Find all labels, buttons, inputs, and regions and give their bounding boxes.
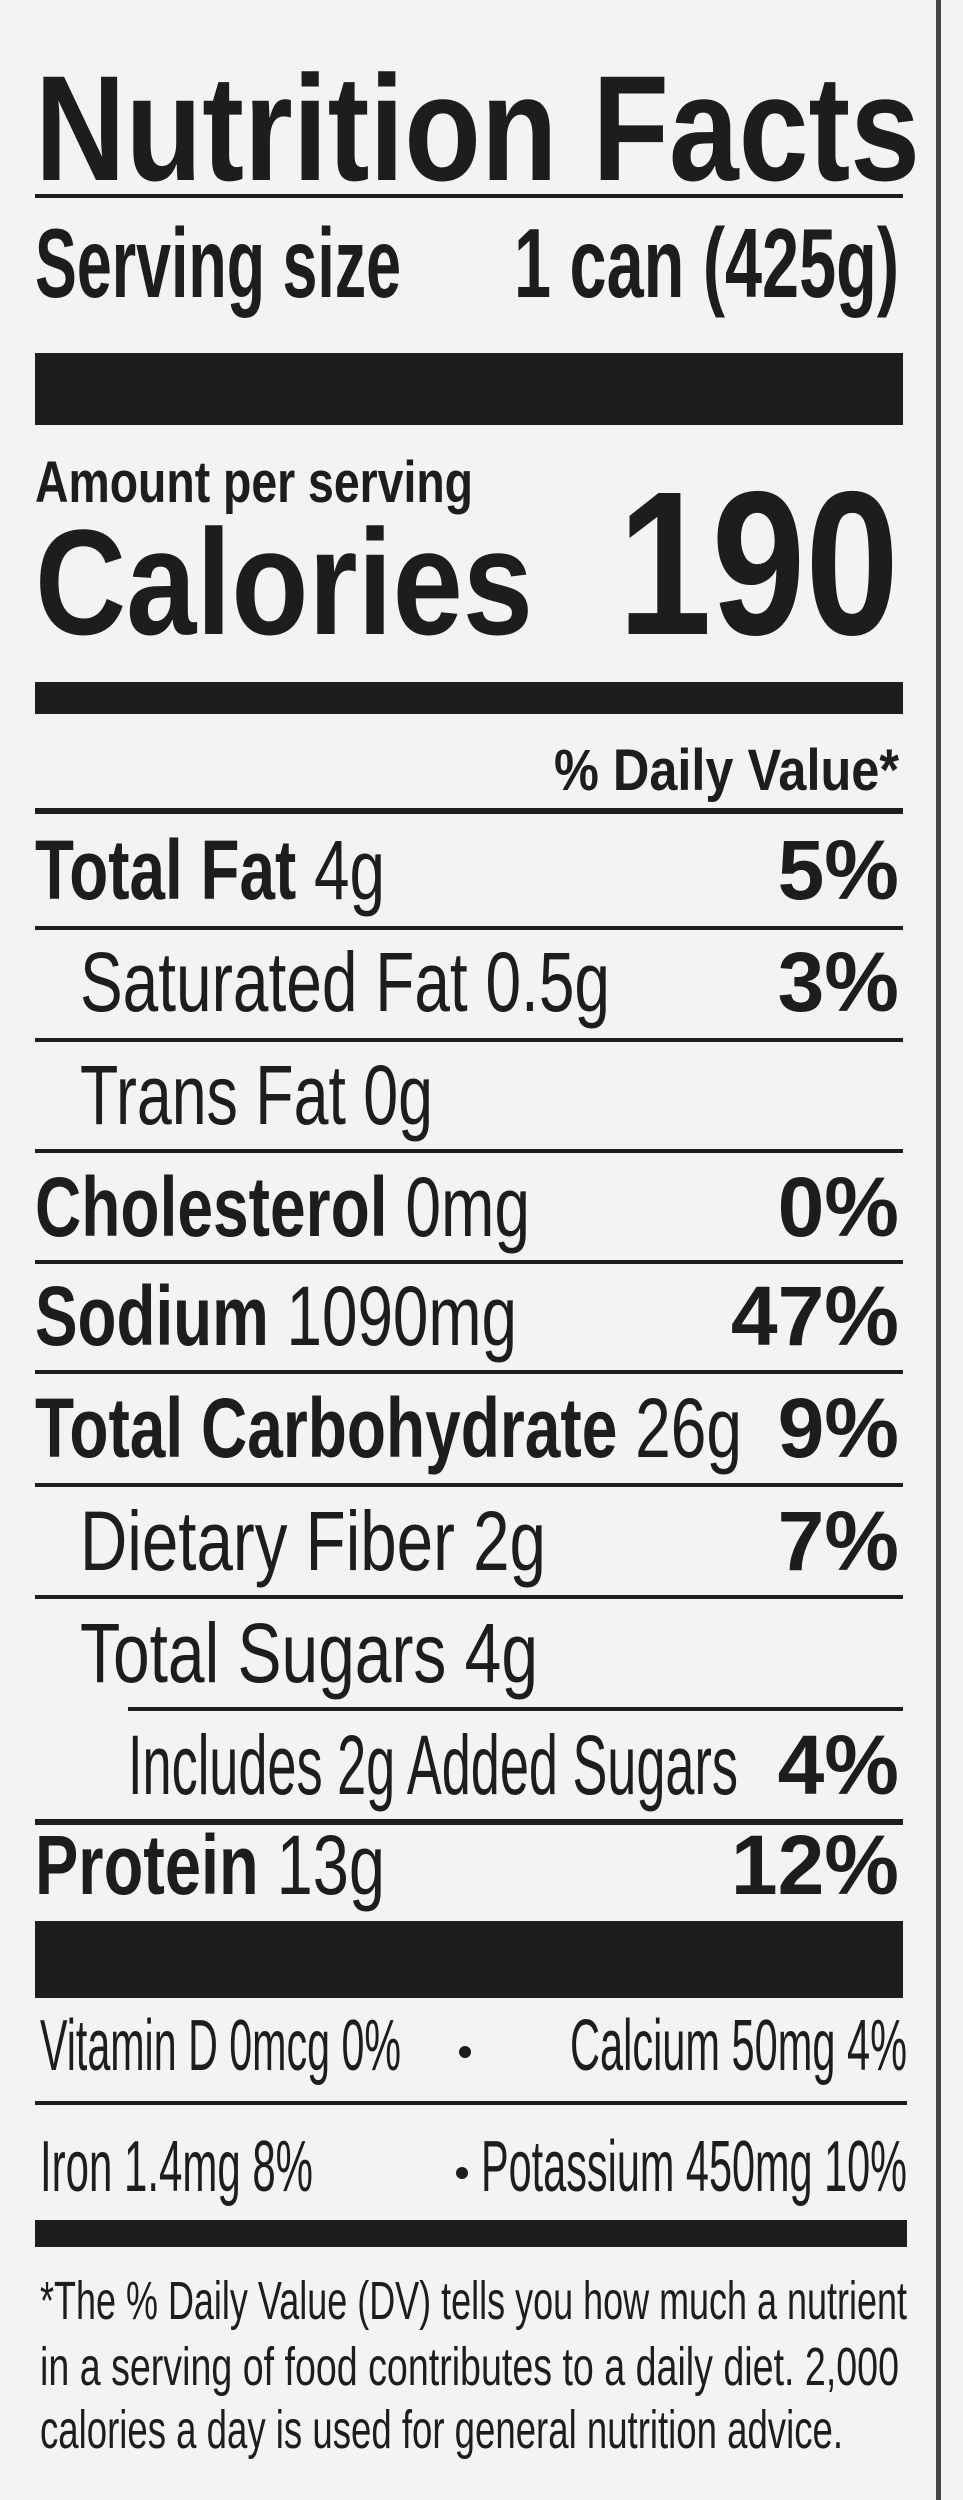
nutrient-dv: 3% — [778, 935, 899, 1029]
nutrient-dv: 47% — [731, 1269, 899, 1363]
edge — [936, 0, 941, 2500]
rule — [128, 1707, 903, 1711]
nutrient-name: Total Fat — [35, 823, 296, 917]
rule — [35, 194, 903, 198]
nutrient-dv: 0% — [778, 1160, 899, 1254]
nutrient-amount: 0.5g — [485, 935, 610, 1029]
rule — [35, 1819, 903, 1825]
nutrient-amount: 1090mg — [287, 1269, 517, 1363]
daily-value-header: % Daily Value* — [554, 738, 899, 803]
micronutrient: Vitamin D 0mcg 0% — [40, 2006, 401, 2086]
rule — [35, 1149, 903, 1153]
nutrient: Cholesterol 0mg — [35, 1160, 530, 1254]
nutrient-name: Saturated Fat — [80, 935, 468, 1029]
nutrient-dv: 4% — [778, 1718, 899, 1812]
footnote-line: calories a day is used for general nutri… — [40, 2400, 843, 2460]
micronutrient: Iron 1.4mg 8% — [40, 2127, 313, 2207]
nutrient-dv: 7% — [778, 1494, 899, 1588]
nutrient-name: Protein — [35, 1818, 259, 1912]
thick-rule — [35, 2220, 907, 2247]
thick-rule — [35, 1921, 903, 1998]
nutrient-dv: 5% — [778, 823, 899, 917]
bullet — [459, 2046, 471, 2058]
rule — [35, 926, 903, 930]
calories-value: 190 — [618, 449, 899, 678]
nutrient-amount: 2g — [473, 1494, 546, 1588]
serving-value: 1 can (425g) — [514, 208, 899, 318]
nutrient-name: Cholesterol — [35, 1160, 388, 1254]
rule — [35, 1260, 903, 1264]
nutrient-dv: 12% — [731, 1818, 899, 1912]
rule — [35, 2101, 907, 2105]
nutrient: Sodium 1090mg — [35, 1269, 517, 1363]
nutrient-name: Sodium — [35, 1269, 269, 1363]
amount-per-serving: Amount per serving — [35, 450, 473, 515]
nutrient-name: Dietary Fiber — [80, 1494, 455, 1588]
nutrient-name: Includes 2g Added Sugars — [128, 1718, 738, 1812]
nutrient: Total Sugars 4g — [80, 1606, 538, 1700]
thick-rule — [35, 682, 903, 714]
nutrient-amount: 13g — [277, 1818, 385, 1912]
nutrient-amount: 0g — [363, 1048, 433, 1142]
nutrient-amount: 0mg — [405, 1160, 530, 1254]
bullet — [456, 2167, 468, 2179]
rule — [35, 1370, 903, 1374]
footnote-line: in a serving of food contributes to a da… — [40, 2337, 899, 2397]
thick-rule — [35, 353, 903, 425]
rule — [35, 1595, 903, 1599]
nutrient-name: Total Carbohydrate — [35, 1381, 617, 1475]
rule — [35, 808, 903, 814]
serving-label: Serving size — [35, 208, 401, 318]
rule — [35, 1038, 903, 1042]
micronutrient: Potassium 450mg 10% — [481, 2127, 907, 2207]
nutrient: Trans Fat 0g — [80, 1048, 433, 1142]
footnote-line: *The % Daily Value (DV) tells you how mu… — [40, 2271, 907, 2331]
micronutrient: Calcium 50mg 4% — [570, 2006, 907, 2086]
nutrient-name: Total Sugars — [80, 1606, 446, 1700]
nutrient-amount: 4g — [465, 1606, 538, 1700]
nutrient: Total Carbohydrate 26g — [35, 1381, 742, 1475]
rule — [35, 1483, 903, 1487]
nutrient-amount: 26g — [635, 1381, 742, 1475]
nutrient: Total Fat 4g — [35, 823, 385, 917]
nutrient-amount: 4g — [314, 823, 385, 917]
nutrient: Saturated Fat 0.5g — [80, 935, 610, 1029]
nutrient: Dietary Fiber 2g — [80, 1494, 546, 1588]
nutrient: Protein 13g — [35, 1818, 385, 1912]
nutrient-dv: 9% — [778, 1381, 899, 1475]
title: Nutrition Facts — [35, 44, 920, 212]
calories-label: Calories — [35, 498, 533, 666]
nutrient-name: Trans Fat — [80, 1048, 346, 1142]
